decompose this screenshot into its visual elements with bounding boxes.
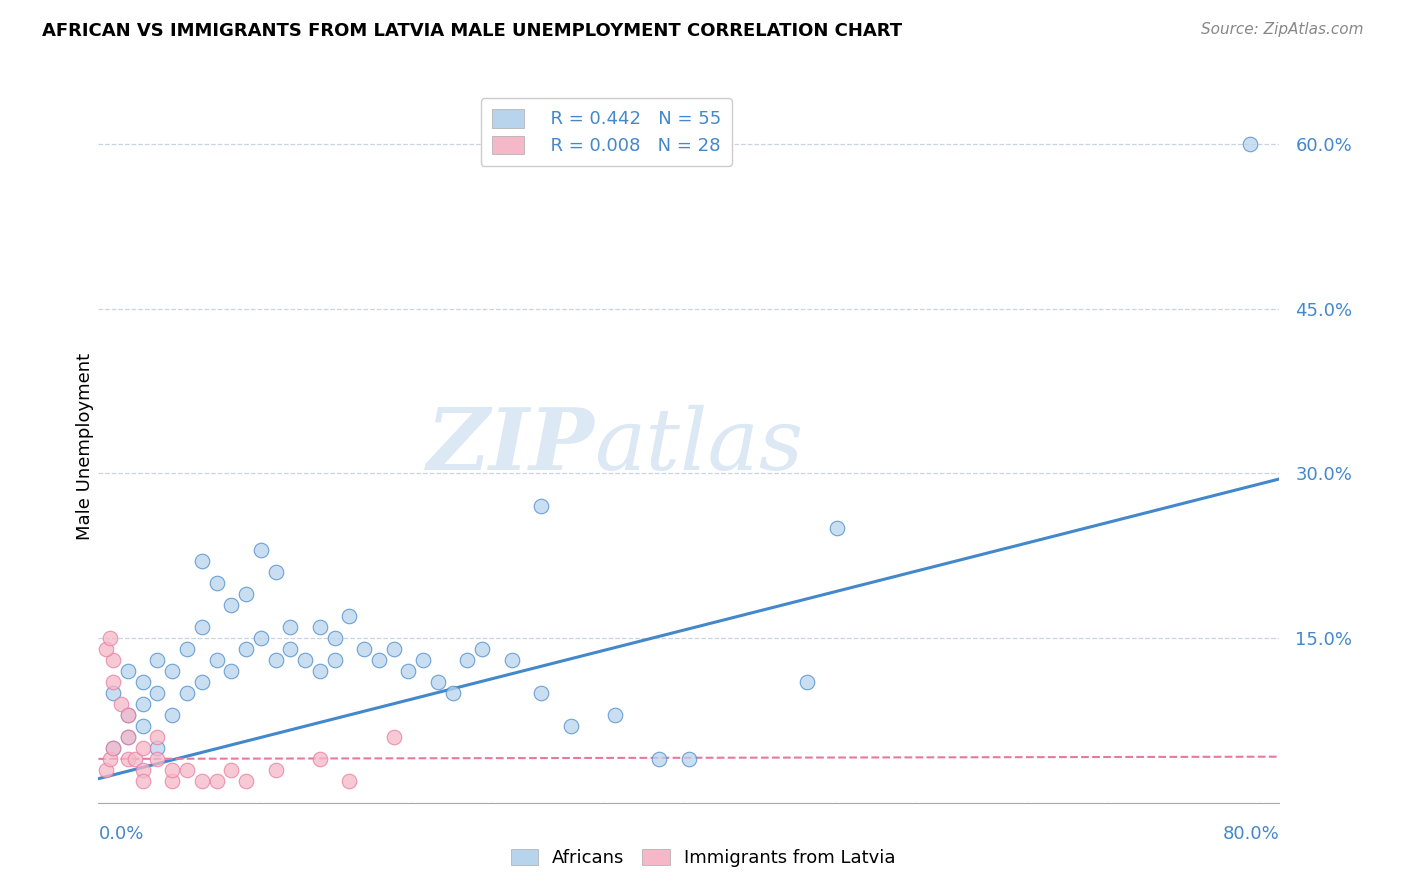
Point	[94, 642, 117, 657]
Point	[146, 730, 169, 744]
Point	[678, 752, 700, 766]
Point	[176, 763, 198, 777]
Point	[146, 740, 169, 755]
Point	[132, 697, 155, 711]
Point	[162, 763, 183, 777]
Point	[235, 587, 257, 601]
Point	[427, 675, 450, 690]
Point	[205, 773, 228, 788]
Point	[382, 642, 405, 657]
Point	[146, 686, 169, 700]
Point	[456, 653, 478, 667]
Point	[162, 708, 183, 723]
Point	[117, 730, 139, 744]
Point	[396, 664, 419, 678]
Point	[1239, 137, 1261, 152]
Point	[176, 686, 198, 700]
Point	[146, 653, 169, 667]
Point	[471, 642, 494, 657]
Text: 0.0%: 0.0%	[98, 825, 143, 843]
Point	[264, 763, 287, 777]
Point	[560, 719, 582, 733]
Point	[309, 752, 332, 766]
Point	[94, 763, 117, 777]
Point	[117, 708, 139, 723]
Text: Source: ZipAtlas.com: Source: ZipAtlas.com	[1201, 22, 1364, 37]
Point	[103, 740, 125, 755]
Point	[98, 752, 121, 766]
Point	[264, 653, 287, 667]
Point	[124, 752, 146, 766]
Point	[353, 642, 375, 657]
Point	[132, 675, 155, 690]
Point	[825, 521, 848, 535]
Point	[132, 740, 155, 755]
Point	[441, 686, 464, 700]
Point	[110, 697, 132, 711]
Legend:   R = 0.442   N = 55,   R = 0.008   N = 28: R = 0.442 N = 55, R = 0.008 N = 28	[481, 98, 731, 166]
Point	[309, 664, 332, 678]
Point	[191, 675, 214, 690]
Point	[132, 719, 155, 733]
Point	[205, 653, 228, 667]
Point	[103, 675, 125, 690]
Point	[191, 554, 214, 568]
Point	[278, 620, 302, 634]
Point	[117, 730, 139, 744]
Point	[530, 686, 553, 700]
Point	[176, 642, 198, 657]
Point	[530, 500, 553, 514]
Point	[191, 773, 214, 788]
Point	[117, 664, 139, 678]
Y-axis label: Male Unemployment: Male Unemployment	[76, 352, 94, 540]
Point	[162, 773, 183, 788]
Point	[103, 686, 125, 700]
Point	[117, 752, 139, 766]
Point	[146, 752, 169, 766]
Point	[235, 773, 257, 788]
Point	[323, 631, 346, 645]
Legend: Africans, Immigrants from Latvia: Africans, Immigrants from Latvia	[503, 841, 903, 874]
Point	[382, 730, 405, 744]
Text: 80.0%: 80.0%	[1223, 825, 1279, 843]
Point	[337, 773, 360, 788]
Point	[501, 653, 523, 667]
Point	[250, 543, 273, 558]
Point	[191, 620, 214, 634]
Point	[235, 642, 257, 657]
Point	[250, 631, 273, 645]
Point	[294, 653, 316, 667]
Point	[412, 653, 434, 667]
Text: ZIP: ZIP	[426, 404, 595, 488]
Text: atlas: atlas	[595, 405, 804, 487]
Point	[323, 653, 346, 667]
Point	[368, 653, 391, 667]
Point	[309, 620, 332, 634]
Point	[264, 566, 287, 580]
Point	[103, 653, 125, 667]
Point	[103, 740, 125, 755]
Point	[337, 609, 360, 624]
Point	[796, 675, 818, 690]
Point	[278, 642, 302, 657]
Point	[132, 763, 155, 777]
Point	[605, 708, 627, 723]
Point	[648, 752, 671, 766]
Point	[117, 708, 139, 723]
Point	[162, 664, 183, 678]
Point	[219, 763, 242, 777]
Point	[205, 576, 228, 591]
Point	[219, 664, 242, 678]
Point	[98, 631, 121, 645]
Point	[132, 773, 155, 788]
Point	[219, 598, 242, 612]
Text: AFRICAN VS IMMIGRANTS FROM LATVIA MALE UNEMPLOYMENT CORRELATION CHART: AFRICAN VS IMMIGRANTS FROM LATVIA MALE U…	[42, 22, 903, 40]
